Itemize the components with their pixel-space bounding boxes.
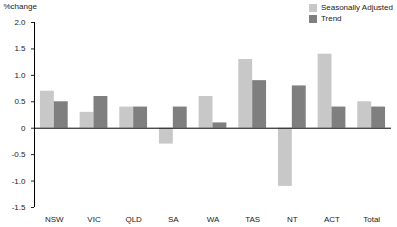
svg-text:%change: %change	[4, 2, 38, 11]
svg-text:SA: SA	[168, 215, 179, 224]
svg-text:-0.5: -0.5	[12, 150, 26, 159]
svg-text:1.0: 1.0	[14, 71, 26, 80]
svg-text:QLD: QLD	[125, 215, 142, 224]
svg-text:0: 0	[21, 124, 26, 133]
svg-text:WA: WA	[207, 215, 220, 224]
svg-text:NT: NT	[287, 215, 298, 224]
svg-text:VIC: VIC	[87, 215, 101, 224]
html-text:Trend: Trend	[320, 14, 342, 23]
svg-text:-1.0: -1.0	[12, 177, 26, 186]
svg-text:ACT: ACT	[324, 215, 340, 224]
svg-text:TAS: TAS	[245, 215, 260, 224]
svg-text:0.5: 0.5	[14, 97, 26, 106]
svg-text:1.5: 1.5	[14, 44, 26, 53]
svg-text:-1.5: -1.5	[12, 203, 26, 212]
html-text:Seasonally Adjusted: Seasonally Adjusted	[320, 3, 393, 12]
svg-text:Total: Total	[363, 215, 380, 224]
svg-text:NSW: NSW	[45, 215, 64, 224]
svg-text:2.0: 2.0	[14, 18, 26, 27]
